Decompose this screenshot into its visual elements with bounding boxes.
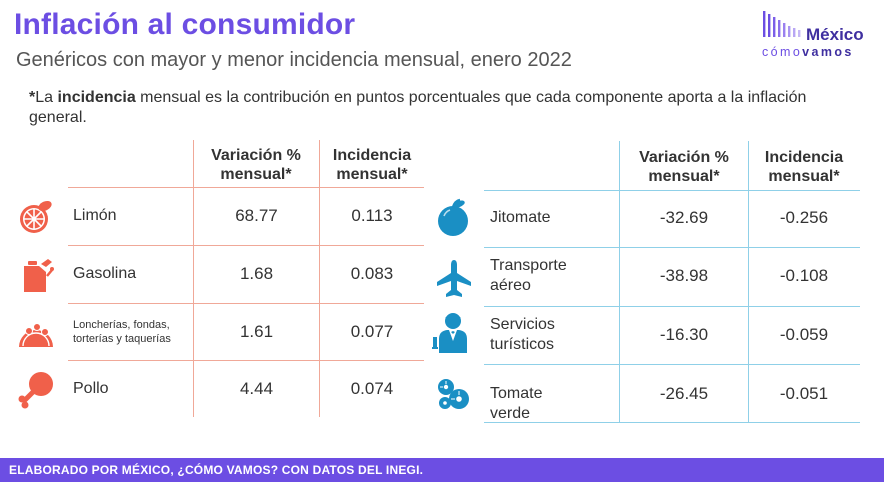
grid-hline bbox=[484, 306, 860, 307]
logo-tag-a: cómo bbox=[762, 45, 803, 59]
grid-hline bbox=[484, 364, 860, 365]
row-label: Gasolina bbox=[73, 265, 137, 282]
header-incidence: Incidencia mensual* bbox=[764, 149, 844, 185]
cell-incidence: -0.256 bbox=[779, 208, 829, 227]
logo-bars-icon bbox=[763, 11, 801, 37]
header-variation: Variación % mensual* bbox=[211, 147, 301, 183]
cell-variation: 68.77 bbox=[235, 206, 278, 225]
footer-bar: ELABORADO POR MÉXICO, ¿CÓMO VAMOS? CON D… bbox=[0, 458, 884, 482]
cell-variation: 1.61 bbox=[239, 322, 274, 341]
grid-vline bbox=[319, 140, 320, 417]
row-label: Transporte aéreo bbox=[490, 257, 567, 294]
cell-incidence: 0.113 bbox=[351, 206, 393, 225]
cell-incidence: -0.059 bbox=[779, 325, 829, 344]
page-title: Inflación al consumidor bbox=[14, 8, 356, 41]
footnote-pre: La bbox=[35, 89, 58, 106]
cell-incidence: 0.083 bbox=[350, 264, 394, 283]
grid-vline bbox=[193, 140, 194, 417]
cell-variation: -38.98 bbox=[659, 266, 709, 285]
grid-hline bbox=[484, 422, 860, 423]
grid-hline bbox=[68, 360, 424, 361]
cell-incidence: -0.108 bbox=[779, 266, 829, 285]
row-label: Limón bbox=[73, 207, 117, 224]
logo-tagline: cómovamos bbox=[762, 45, 854, 59]
cell-incidence: 0.077 bbox=[350, 322, 394, 341]
grid-hline bbox=[68, 245, 424, 246]
logo-name: México bbox=[806, 25, 864, 44]
waiter-icon bbox=[432, 313, 472, 353]
footnote-star: * bbox=[29, 89, 36, 106]
cell-variation: -16.30 bbox=[659, 325, 709, 344]
gas-can-icon bbox=[16, 255, 56, 295]
row-label: Loncherías, fondas, torterías y taquería… bbox=[73, 319, 171, 345]
cell-variation: -26.45 bbox=[659, 384, 709, 403]
row-label: Pollo bbox=[73, 380, 109, 397]
row-label: Tomate verde bbox=[490, 385, 543, 422]
logo-tag-b: vamos bbox=[802, 45, 854, 59]
mexico-como-vamos-logo: México cómovamos bbox=[762, 9, 872, 61]
tomato-icon bbox=[434, 198, 474, 238]
taco-icon bbox=[16, 312, 56, 352]
footnote-bold: incidencia bbox=[57, 89, 136, 106]
header-variation: Variación % mensual* bbox=[639, 149, 729, 185]
grid-hline bbox=[484, 190, 860, 191]
footer-credit: ELABORADO POR MÉXICO, ¿CÓMO VAMOS? CON D… bbox=[9, 463, 424, 477]
row-label: Servicios turísticos bbox=[490, 316, 555, 353]
cell-variation: 1.68 bbox=[239, 264, 274, 283]
grid-hline bbox=[68, 303, 424, 304]
row-label: Jitomate bbox=[490, 209, 551, 226]
footnote-post: mensual es la contribución en puntos por… bbox=[29, 89, 807, 126]
grid-vline bbox=[619, 141, 620, 423]
cell-incidence: 0.074 bbox=[350, 379, 394, 398]
page-subtitle: Genéricos con mayor y menor incidencia m… bbox=[16, 49, 572, 71]
footnote: *La incidencia mensual es la contribució… bbox=[29, 88, 829, 128]
chicken-leg-icon bbox=[16, 370, 56, 410]
green-tomato-icon bbox=[434, 374, 474, 414]
header-incidence: Incidencia mensual* bbox=[332, 147, 412, 183]
cell-variation: 4.44 bbox=[239, 379, 274, 398]
cell-incidence: -0.051 bbox=[779, 384, 829, 403]
airplane-icon bbox=[434, 258, 474, 298]
cell-variation: -32.69 bbox=[659, 208, 709, 227]
grid-hline bbox=[484, 247, 860, 248]
lemon-icon bbox=[16, 197, 56, 237]
grid-vline bbox=[748, 141, 749, 423]
grid-hline bbox=[68, 187, 424, 188]
